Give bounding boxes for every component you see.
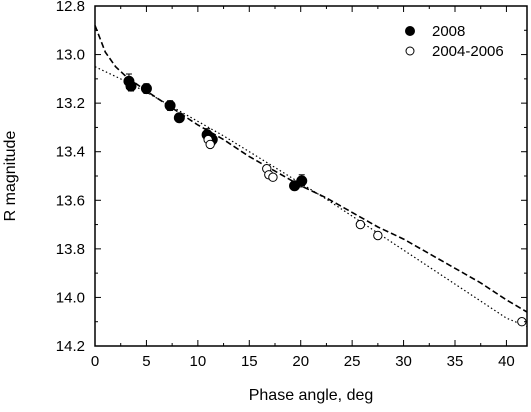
dashed-fit-curve [94, 25, 528, 313]
x-tick-label: 5 [142, 353, 150, 370]
legend-marker [405, 26, 415, 36]
x-tick-label: 15 [241, 353, 258, 370]
data-point-2008 [125, 80, 137, 92]
y-tick-label: 13.8 [56, 241, 85, 258]
data-point-2004-2006 [205, 139, 215, 150]
x-tick-label: 0 [91, 353, 99, 370]
y-tick-label: 12.8 [56, 0, 85, 15]
x-tick-label: 35 [447, 353, 464, 370]
x-axis-label: Phase angle, deg [249, 387, 374, 404]
legend: 2008 2004-2006 [405, 23, 504, 60]
axis-ticks-layer: 0 5 10 15 20 25 30 35 40 12.8 13.0 13.2 13.4 13.6 13.8… [56, 0, 527, 370]
y-tick-label: 13.2 [56, 95, 85, 112]
y-tick-label: 14.0 [56, 289, 85, 306]
fit-curves-layer [94, 25, 528, 328]
data-point-2004-2006 [373, 230, 383, 241]
legend-label: 2004-2006 [432, 43, 504, 60]
data-point-2008 [140, 83, 152, 95]
x-tick-label: 40 [498, 353, 515, 370]
x-tick-label: 30 [395, 353, 412, 370]
x-tick-label: 20 [292, 353, 309, 370]
legend-label: 2008 [432, 23, 465, 40]
x-tick-label: 10 [190, 353, 207, 370]
y-axis-label: R magnitude [2, 131, 19, 222]
data-point-2008 [164, 100, 176, 112]
y-tick-label: 13.6 [56, 192, 85, 209]
x-tick-label: 25 [344, 353, 361, 370]
y-tick-label: 13.0 [56, 47, 85, 64]
data-point-2004-2006 [268, 172, 278, 182]
y-tick-label: 13.4 [56, 144, 85, 161]
data-points-layer [123, 73, 527, 327]
data-point-2008 [173, 112, 185, 124]
legend-marker [405, 46, 415, 56]
y-tick-label: 14.2 [56, 338, 85, 355]
dotted-fit-curve [94, 66, 528, 328]
data-point-2004-2006 [355, 219, 366, 230]
data-point-2008 [296, 175, 308, 187]
